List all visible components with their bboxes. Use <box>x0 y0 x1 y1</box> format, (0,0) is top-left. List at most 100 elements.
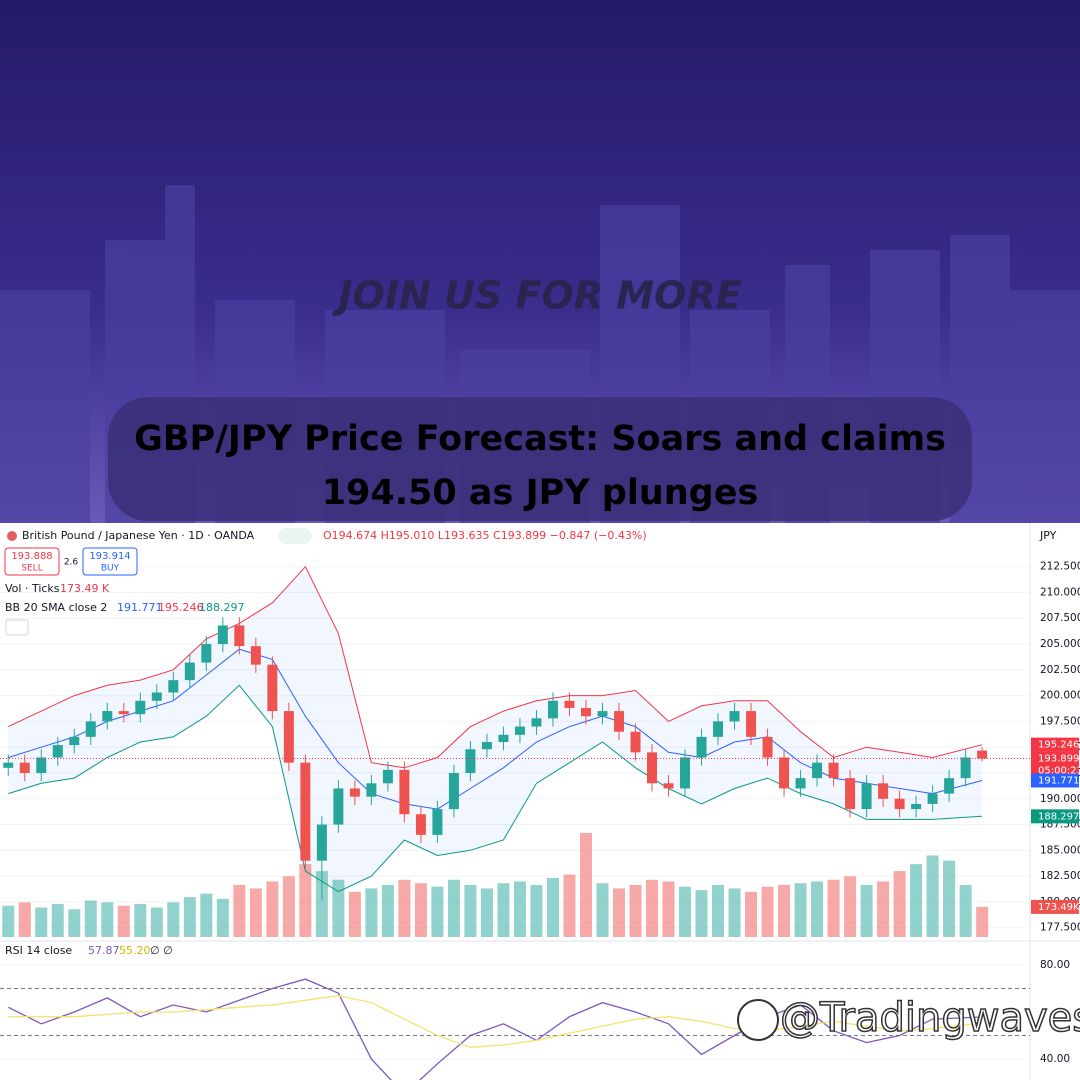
candle-body <box>465 749 476 773</box>
candle-body <box>663 783 674 789</box>
candle-body <box>151 692 162 701</box>
candle-body <box>680 757 691 789</box>
symbol: British Pound / Japanese Yen · 1D · OAND… <box>22 529 255 542</box>
candle-body <box>696 736 707 758</box>
rsi-label: RSI 14 close <box>5 944 72 957</box>
volume-bar <box>662 881 675 937</box>
candle-body <box>564 700 575 708</box>
y-tick-label: 80.00 <box>1040 959 1070 971</box>
candle-body <box>713 721 724 737</box>
candle-body <box>481 742 492 750</box>
candle-body <box>432 809 443 835</box>
overlay: British Pound / Japanese Yen · 1D · OAND… <box>4 528 1080 1042</box>
rsi-line <box>8 978 983 1080</box>
candle-body <box>316 824 327 861</box>
headline: 194.50 as JPY plunges <box>322 473 759 513</box>
volume-bar <box>827 879 840 937</box>
candle-body <box>234 625 245 647</box>
volume-bar <box>943 860 956 937</box>
volume-bar <box>431 886 444 937</box>
candle-body <box>878 783 889 799</box>
spread: 2.6 <box>64 558 79 568</box>
price-tag-sublabel: 05:00:23 <box>1038 766 1080 777</box>
headline: GBP/JPY Price Forecast: Soars and claims <box>134 419 946 459</box>
candle-body <box>217 625 228 645</box>
volume-bar <box>745 891 758 937</box>
sell-label: SELL <box>21 564 42 574</box>
buy-price: 193.914 <box>89 551 130 562</box>
candle-body <box>597 711 608 717</box>
volume-bar <box>249 888 262 937</box>
candle-body <box>135 700 146 715</box>
volume-bar <box>976 906 989 937</box>
volume-bar <box>381 884 394 937</box>
volume-bar <box>480 888 493 937</box>
rsi-ma: 55.20 <box>119 944 151 957</box>
candle-body <box>85 721 96 737</box>
volume-bar <box>167 902 180 937</box>
volume-bar <box>282 876 295 937</box>
volume-bar <box>84 900 97 937</box>
vol-value: 173.49 K <box>60 582 110 595</box>
volume-bar <box>910 864 923 937</box>
volume-tag-label: 173.49K <box>1038 902 1080 913</box>
volume-bar <box>266 881 279 937</box>
candle-body <box>845 778 856 810</box>
price-tag-label: 188.297 <box>1038 811 1079 822</box>
volume-bar <box>811 881 824 937</box>
volume-bar <box>596 883 609 937</box>
volume-bar <box>794 883 807 937</box>
y-tick-label: 197.500 <box>1040 715 1080 727</box>
volume-bar <box>679 886 692 937</box>
price-tag-label: 195.246 <box>1038 740 1079 751</box>
volume-bar <box>216 898 229 937</box>
candle-body <box>944 778 955 794</box>
volume-bar <box>612 888 625 937</box>
candle-body <box>894 798 905 810</box>
volume-bar <box>18 902 31 937</box>
candle-body <box>547 700 558 719</box>
volume-bar <box>348 891 361 937</box>
buy-button[interactable] <box>82 547 138 576</box>
candle-body <box>647 752 658 784</box>
candle-body <box>19 762 30 773</box>
candle-body <box>118 711 129 715</box>
volume-bar <box>68 909 81 937</box>
rsi-value: 57.87 <box>88 944 120 957</box>
candle-body <box>960 757 971 779</box>
candle-body <box>762 736 773 758</box>
currency[interactable]: JPY <box>1039 529 1057 542</box>
y-tick-label: 190.000 <box>1040 793 1080 805</box>
sell-price: 193.888 <box>11 551 52 562</box>
volume-bar <box>728 888 741 937</box>
candle-body <box>201 644 212 663</box>
volume-bar <box>761 886 774 937</box>
sell-button[interactable] <box>4 547 60 576</box>
candle-body <box>861 783 872 810</box>
collapse-button[interactable] <box>5 619 29 636</box>
volume-bar <box>530 884 543 937</box>
candle-body <box>52 745 63 758</box>
volume-bar <box>2 905 15 937</box>
volume-bar <box>332 879 345 937</box>
volume-bar <box>579 832 592 937</box>
price-tag <box>1031 773 1079 788</box>
candle-body <box>448 772 459 810</box>
price-tag <box>1031 809 1079 824</box>
volume-bar <box>497 883 510 937</box>
volume-bar <box>101 902 114 937</box>
watermark: @Tradingwaves <box>780 995 1080 1041</box>
candle-body <box>102 711 113 722</box>
volume-tag <box>1031 899 1079 914</box>
candle-body <box>498 734 509 743</box>
bollinger-lower <box>8 684 983 893</box>
volume-bar <box>134 904 147 937</box>
buy-label: BUY <box>101 564 120 574</box>
candle-body <box>812 762 823 779</box>
volume-bar <box>844 876 857 937</box>
volume-bar <box>398 879 411 937</box>
y-tick-label: 185.000 <box>1040 844 1080 856</box>
candle-body <box>514 726 525 735</box>
